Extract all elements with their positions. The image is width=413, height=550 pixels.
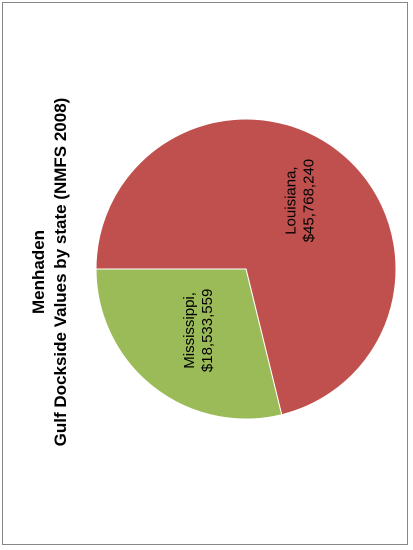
- slice-label-louisiana: Louisiana, $45,768,240: [283, 159, 318, 242]
- slice-label-line: $45,768,240: [301, 159, 318, 242]
- slice-label-line: $18,533,559: [199, 289, 216, 372]
- slice-label-line: Louisiana,: [283, 166, 300, 234]
- chart-title-line-1: Menhaden: [29, 230, 48, 314]
- pie-labels: Louisiana, $45,768,240 Mississippi, $18,533…: [181, 159, 318, 372]
- pie-slice-mississippi: [95, 268, 283, 420]
- pie-slice-louisiana: [95, 118, 397, 416]
- slice-label-mississippi: Mississippi, $18,533,559: [181, 289, 216, 372]
- pie-slices: [95, 118, 397, 420]
- chart-title-line-2: Gulf Dockside Values by state (NMFS 2008…: [51, 98, 70, 447]
- slice-label-line: Mississippi,: [181, 292, 198, 369]
- chart-title: Menhaden Gulf Dockside Values by state (…: [29, 98, 70, 447]
